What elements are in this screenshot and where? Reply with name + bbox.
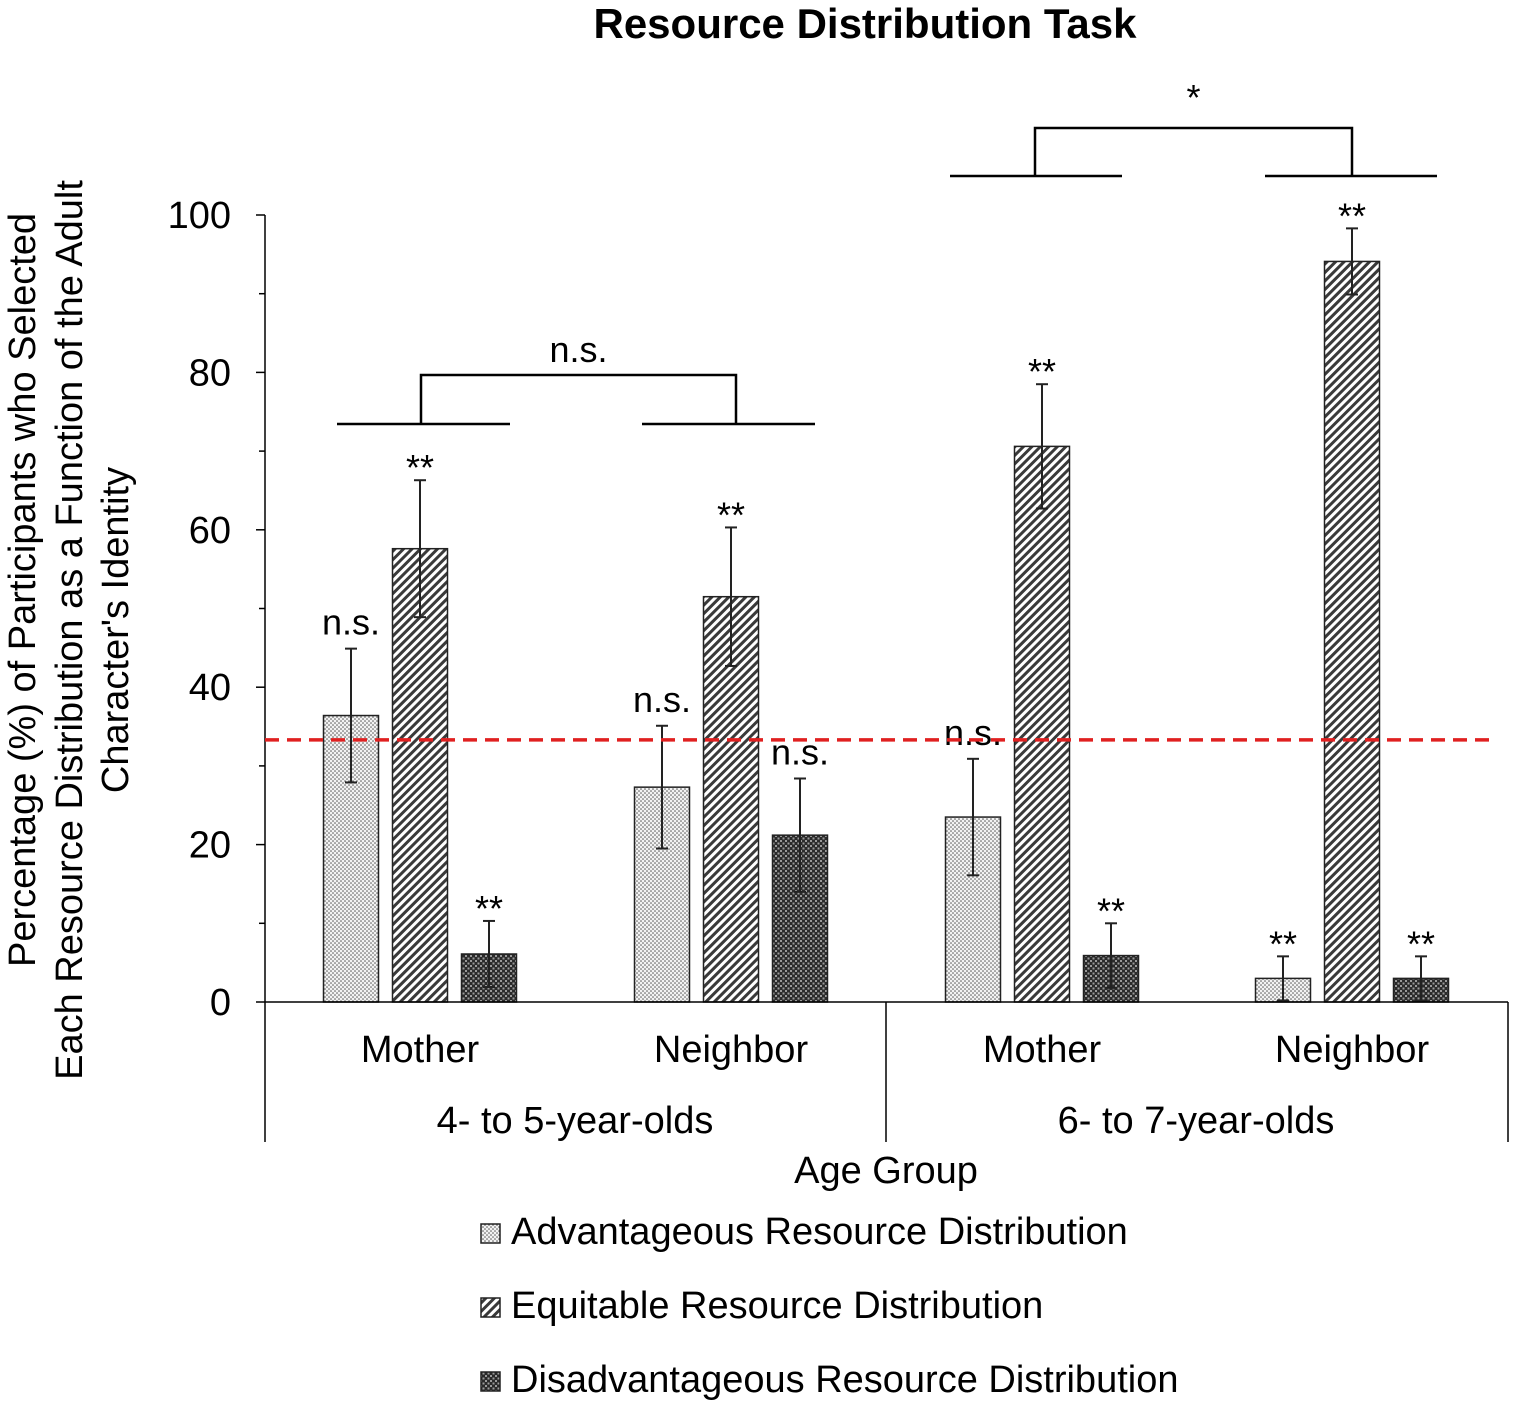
y-tick-label: 80 [189, 352, 231, 394]
legend: Advantageous Resource Distribution Equita… [480, 1211, 1178, 1401]
y-axis-title-line-3: Character's Identity [95, 467, 137, 793]
chart-title: Resource Distribution Task [593, 0, 1137, 47]
x-category-label: Neighbor [654, 1029, 809, 1071]
y-tick-label: 60 [189, 510, 231, 552]
legend-swatch [480, 1371, 501, 1392]
y-tick-label: 20 [189, 825, 231, 867]
x-category-label: Mother [983, 1029, 1102, 1071]
x-category-label: Mother [361, 1029, 480, 1071]
legend-label: Disadvantageous Resource Distribution [511, 1359, 1178, 1401]
legend-item: Equitable Resource Distribution [480, 1285, 1043, 1327]
legend-item: Disadvantageous Resource Distribution [480, 1359, 1178, 1401]
x-axis: Mother Neighbor Mother Neighbor 4- to 5-year… [264, 1001, 1509, 1142]
significance-label: ** [1407, 923, 1435, 964]
bar [1323, 260, 1381, 1003]
y-tick-label: 40 [189, 667, 231, 709]
bracket-join [419, 373, 738, 424]
significance-label: ** [1097, 890, 1125, 931]
y-axis-title-line-2: Each Resource Distribution as a Function… [49, 180, 91, 1080]
significance-label: ** [717, 494, 745, 535]
significance-label: ** [406, 447, 434, 488]
x-group-label: 6- to 7-year-olds [1058, 1100, 1335, 1142]
significance-label: n.s. [771, 731, 829, 772]
comparison-label: n.s. [549, 329, 607, 370]
significance-label: ** [1028, 351, 1056, 392]
y-tick-label: 0 [210, 982, 231, 1024]
bar [391, 547, 449, 1003]
legend-item: Advantageous Resource Distribution [480, 1211, 1128, 1253]
y-axis-title: Percentage (%) of Participants who Selec… [2, 180, 137, 1080]
bar [1013, 445, 1071, 1003]
significance-label: n.s. [944, 712, 1002, 753]
x-axis-title: Age Group [794, 1150, 978, 1192]
legend-swatch [480, 1223, 501, 1244]
significance-label: ** [1269, 923, 1297, 964]
y-axis: 0 20 40 60 80 100 [168, 195, 266, 1024]
bracket-join [1033, 126, 1354, 176]
significance-label: n.s. [633, 679, 691, 720]
error-bars [345, 227, 1427, 1002]
legend-swatch [480, 1297, 501, 1318]
significance-annotations: n.s. n.s. n.s. ** ** ** ** ** ** n.s. ** ** [322, 195, 1435, 964]
y-axis-title-line-1: Percentage (%) of Participants who Selec… [2, 213, 44, 967]
comparison-label: * [1186, 77, 1200, 118]
legend-label: Equitable Resource Distribution [511, 1285, 1043, 1327]
bars [322, 260, 1450, 1003]
comparison-brackets: n.s. * [337, 77, 1437, 426]
y-tick-label: 100 [168, 195, 231, 237]
significance-label: ** [475, 888, 503, 929]
significance-label: ** [1338, 195, 1366, 236]
x-group-label: 4- to 5-year-olds [437, 1100, 714, 1142]
x-category-label: Neighbor [1275, 1029, 1430, 1071]
significance-label: n.s. [322, 602, 380, 643]
legend-label: Advantageous Resource Distribution [511, 1211, 1128, 1253]
